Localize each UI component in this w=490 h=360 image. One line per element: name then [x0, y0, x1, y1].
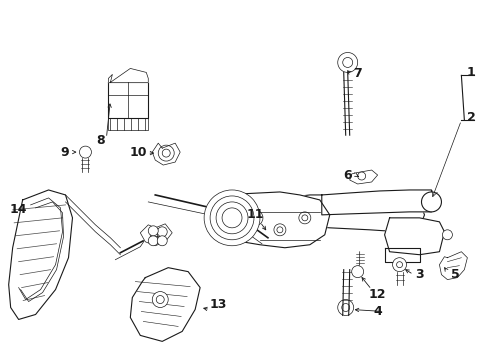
Circle shape: [421, 192, 441, 212]
Polygon shape: [260, 195, 424, 232]
Polygon shape: [9, 190, 73, 319]
Circle shape: [148, 226, 158, 236]
Circle shape: [392, 258, 407, 272]
Circle shape: [157, 236, 167, 246]
Circle shape: [148, 236, 158, 246]
Polygon shape: [212, 192, 330, 248]
Text: 8: 8: [96, 134, 105, 147]
Polygon shape: [322, 190, 432, 215]
Circle shape: [79, 146, 92, 158]
Polygon shape: [108, 118, 148, 130]
Text: 12: 12: [369, 288, 387, 301]
Circle shape: [157, 227, 167, 237]
Circle shape: [156, 296, 164, 303]
Circle shape: [338, 53, 358, 72]
Circle shape: [338, 300, 354, 315]
Polygon shape: [385, 248, 419, 262]
Circle shape: [150, 229, 164, 243]
Circle shape: [442, 230, 452, 240]
Circle shape: [396, 262, 403, 268]
Polygon shape: [385, 218, 444, 255]
Circle shape: [299, 212, 311, 224]
Text: 7: 7: [353, 67, 362, 80]
Circle shape: [277, 227, 283, 233]
Circle shape: [352, 266, 364, 278]
Polygon shape: [108, 82, 148, 118]
Text: 14: 14: [10, 203, 27, 216]
Text: 4: 4: [373, 305, 382, 318]
Circle shape: [302, 215, 308, 221]
Circle shape: [204, 190, 260, 246]
Polygon shape: [108, 68, 148, 82]
Text: 5: 5: [451, 268, 460, 281]
Text: 10: 10: [129, 145, 147, 159]
Text: 11: 11: [246, 208, 264, 221]
Circle shape: [274, 224, 286, 236]
Text: 6: 6: [343, 168, 352, 181]
Circle shape: [162, 149, 170, 157]
Circle shape: [153, 232, 161, 240]
Circle shape: [343, 58, 353, 67]
Circle shape: [247, 210, 263, 226]
Circle shape: [251, 214, 259, 222]
Circle shape: [342, 303, 350, 311]
Text: 3: 3: [415, 268, 424, 281]
Text: 2: 2: [467, 111, 476, 124]
Polygon shape: [152, 143, 180, 165]
Polygon shape: [130, 268, 200, 341]
Text: 13: 13: [209, 298, 227, 311]
Polygon shape: [440, 252, 467, 280]
Polygon shape: [140, 224, 172, 246]
Circle shape: [358, 172, 366, 180]
Circle shape: [152, 292, 168, 307]
Text: 9: 9: [60, 145, 69, 159]
Polygon shape: [350, 170, 378, 184]
Text: 1: 1: [467, 66, 476, 79]
